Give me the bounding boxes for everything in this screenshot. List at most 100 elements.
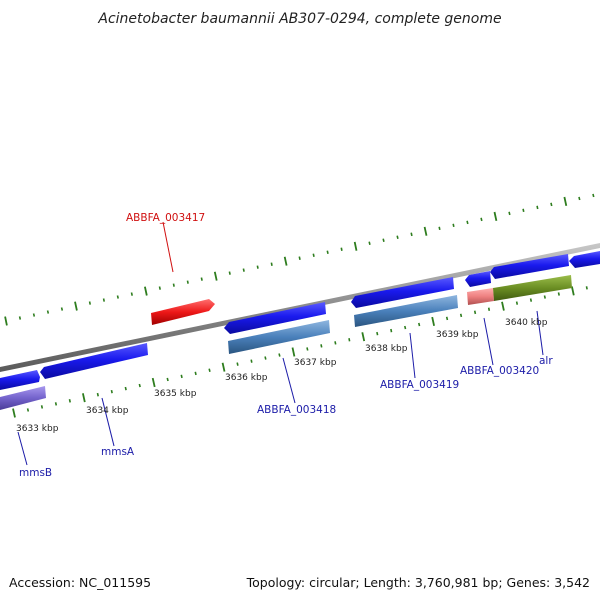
lower-tick: [194, 371, 197, 376]
lower-tick: [250, 359, 253, 363]
upper-tick: [522, 208, 525, 213]
upper-tick: [340, 247, 343, 251]
upper-tick: [228, 271, 231, 275]
lower-tick: [431, 316, 435, 326]
lower-tick: [306, 347, 309, 351]
lower-tick: [151, 377, 156, 388]
lower-tick: [68, 399, 71, 403]
lower-tick: [348, 338, 351, 342]
label-mmsb[interactable]: mmsB: [19, 467, 52, 479]
lower-tick: [264, 356, 267, 360]
lower-tick: [82, 393, 86, 403]
lower-tick: [180, 374, 183, 379]
upper-tick: [438, 226, 441, 231]
gene-mmsa[interactable]: [40, 343, 148, 379]
lower-tick: [585, 286, 588, 290]
lower-tick: [96, 392, 99, 397]
gene-blue-3640[interactable]: [490, 254, 569, 279]
upper-tick: [88, 301, 91, 305]
tick-label-3639: 3639 kbp: [436, 330, 479, 340]
upper-tick: [256, 265, 259, 269]
upper-tick: [368, 241, 371, 245]
lower-tick: [515, 301, 519, 305]
tick-label-3637: 3637 kbp: [294, 358, 337, 368]
lower-tick: [418, 322, 421, 327]
tick-label-3635: 3635 kbp: [154, 389, 197, 399]
lower-tick: [236, 362, 239, 366]
upper-tick: [480, 217, 483, 222]
gene-blue-right-edge[interactable]: [569, 251, 600, 268]
lower-tick: [487, 307, 491, 311]
label-abbfa-003420[interactable]: ABBFA_003420: [460, 365, 539, 377]
lower-tick: [501, 301, 505, 311]
lower-tick: [473, 310, 477, 315]
upper-tick: [452, 223, 455, 228]
lower-tick: [291, 347, 296, 357]
gene-blue-3636[interactable]: [224, 302, 326, 334]
lower-tick: [166, 377, 169, 382]
gene-abbfa-003419[interactable]: [354, 295, 458, 327]
label-abbfa-003418[interactable]: ABBFA_003418: [257, 404, 336, 416]
upper-tick: [508, 211, 511, 216]
label-mmsa[interactable]: mmsA: [101, 446, 135, 458]
accession-text: Accession: NC_011595: [9, 575, 151, 590]
upper-tick: [116, 295, 119, 299]
upper-tick: [158, 286, 161, 290]
upper-tick: [46, 310, 50, 314]
gene-abbfa-003420[interactable]: [467, 288, 494, 305]
tick-label-3640: 3640 kbp: [505, 318, 548, 328]
label-connectors: [17, 221, 544, 466]
label-alr[interactable]: alr: [539, 355, 553, 367]
upper-tick: [550, 202, 553, 207]
gene-abbfa-003417[interactable]: [151, 299, 215, 325]
lower-tick: [278, 353, 281, 357]
upper-tick: [423, 226, 428, 236]
lower-tick: [376, 331, 379, 336]
lower-tick: [26, 408, 30, 412]
lower-tick: [459, 313, 463, 318]
upper-tick: [18, 316, 22, 320]
upper-tick: [493, 211, 498, 221]
lower-tick: [54, 402, 58, 406]
upper-tick: [242, 268, 245, 272]
lower-tick: [543, 295, 546, 299]
lower-tick: [110, 389, 113, 394]
upper-tick: [382, 238, 385, 242]
tick-label-3638: 3638 kbp: [365, 344, 408, 354]
tick-label-3633: 3633 kbp: [16, 424, 59, 434]
gene-alr[interactable]: [493, 275, 572, 301]
upper-tick: [410, 232, 413, 237]
lower-tick-track: [12, 286, 588, 418]
upper-tick: [130, 292, 133, 296]
label-abbfa-003419[interactable]: ABBFA_003419: [380, 379, 459, 391]
gene-blue-left-edge[interactable]: [0, 370, 40, 390]
gene-mmsb[interactable]: [0, 386, 46, 410]
gene-blue-small-3639[interactable]: [465, 271, 491, 287]
gene-blue-3638[interactable]: [351, 277, 454, 308]
upper-tick: [60, 307, 64, 311]
lower-tick: [404, 325, 407, 330]
lower-tick: [571, 286, 575, 296]
lower-tick: [390, 328, 393, 333]
lower-tick: [124, 386, 127, 391]
label-abbfa-003417[interactable]: ABBFA_003417: [126, 212, 205, 224]
upper-tick: [144, 286, 148, 296]
upper-tick: [312, 253, 315, 257]
lower-tick: [361, 332, 366, 342]
lower-tick: [334, 341, 337, 345]
lower-tick: [12, 408, 16, 418]
lower-tick: [445, 316, 449, 321]
upper-tick: [186, 280, 189, 284]
lower-tick: [529, 298, 533, 302]
tick-label-3636: 3636 kbp: [225, 373, 268, 383]
upper-tick: [353, 241, 358, 251]
upper-tick: [466, 220, 469, 225]
lower-tick: [40, 405, 44, 409]
gene-abbfa-003418[interactable]: [228, 320, 330, 354]
upper-tick: [592, 193, 595, 198]
genome-summary-text: Topology: circular; Length: 3,760,981 bp…: [246, 575, 590, 590]
upper-tick: [536, 205, 539, 210]
lower-tick: [138, 383, 141, 388]
lower-tick: [221, 362, 226, 372]
